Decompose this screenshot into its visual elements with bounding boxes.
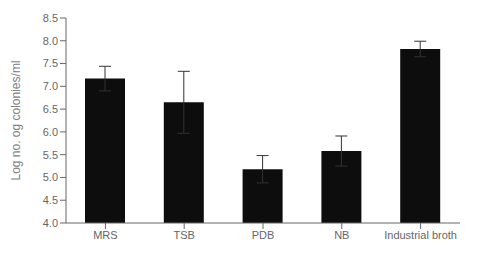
svg-text:8.5: 8.5	[43, 12, 58, 24]
svg-text:MRS: MRS	[93, 229, 117, 241]
svg-text:7.5: 7.5	[43, 57, 58, 69]
svg-text:4.0: 4.0	[43, 217, 58, 229]
svg-text:6.5: 6.5	[43, 103, 58, 115]
svg-text:PDB: PDB	[252, 229, 275, 241]
svg-text:4.5: 4.5	[43, 194, 58, 206]
svg-text:5.0: 5.0	[43, 171, 58, 183]
svg-text:NB: NB	[334, 229, 349, 241]
svg-text:TSB: TSB	[173, 229, 194, 241]
svg-text:5.5: 5.5	[43, 149, 58, 161]
svg-text:7.0: 7.0	[43, 80, 58, 92]
svg-text:6.0: 6.0	[43, 126, 58, 138]
svg-text:8.0: 8.0	[43, 35, 58, 47]
svg-text:Log no. og colonies/ml: Log no. og colonies/ml	[9, 60, 23, 180]
svg-text:Industrial broth: Industrial broth	[384, 229, 457, 241]
